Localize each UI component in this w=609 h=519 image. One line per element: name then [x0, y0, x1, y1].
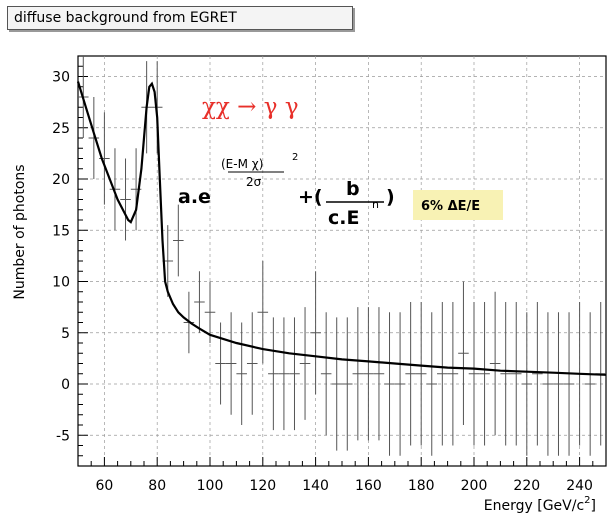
data-point [342, 317, 353, 451]
data-point [88, 97, 100, 179]
data-point [109, 148, 121, 231]
y-tick-labels: -5 0 5 10 15 20 25 30 [52, 70, 70, 445]
formula-prefix: a.e [178, 186, 211, 208]
x-tick-label: 180 [408, 478, 435, 494]
data-point [426, 312, 438, 456]
data-point [310, 271, 321, 395]
data-point [542, 312, 554, 456]
data-point [373, 307, 385, 441]
x-axis-label-main: Energy [GeV/c [484, 498, 584, 514]
formula-exponent-power: 2 [292, 152, 298, 163]
data-points [78, 56, 606, 456]
data-point [194, 271, 205, 333]
data-point [468, 302, 480, 446]
formula-close: ) [386, 186, 395, 208]
data-point [447, 302, 459, 446]
y-axis-label: Number of photons [12, 164, 28, 299]
formula-b: b [346, 178, 360, 200]
data-point [331, 317, 342, 451]
data-point [500, 302, 511, 446]
resolution-box [413, 190, 503, 220]
data-point [553, 312, 564, 456]
data-point [173, 204, 184, 277]
data-point [299, 307, 311, 420]
data-point [225, 312, 237, 415]
data-point [204, 281, 216, 343]
data-point [289, 317, 300, 431]
data-point [584, 312, 596, 456]
data-point [479, 302, 490, 446]
y-tick-label: 0 [61, 377, 70, 393]
y-tick-label: 25 [52, 121, 70, 137]
formula-denominator: 2σ [246, 175, 262, 189]
y-tick-label: 20 [52, 172, 70, 188]
data-point [521, 312, 533, 456]
data-point [246, 312, 258, 415]
reaction-annotation: χχ → γ γ [202, 94, 299, 120]
x-tick-label: 80 [148, 478, 166, 494]
data-point [405, 302, 416, 446]
data-point [532, 302, 543, 446]
y-tick-label: 30 [52, 70, 70, 86]
y-tick-label: 10 [52, 275, 70, 291]
data-point [268, 317, 279, 431]
x-tick-label: 120 [249, 478, 276, 494]
y-tick-label: 5 [61, 326, 70, 342]
data-point [563, 312, 575, 456]
data-point [352, 307, 364, 441]
data-point [510, 302, 522, 446]
x-tick-label: 140 [302, 478, 329, 494]
data-point [278, 317, 290, 431]
formula-cE: c.E [328, 207, 359, 229]
x-tick-label: 100 [197, 478, 224, 494]
data-point [320, 312, 332, 436]
data-point [363, 307, 374, 441]
x-tick-label: 200 [461, 478, 488, 494]
ticks [77, 55, 607, 467]
formula-plus: +( [298, 186, 323, 208]
data-point [120, 158, 131, 241]
data-point [489, 291, 501, 436]
data-point [394, 312, 406, 456]
chart-title: diffuse background from EGRET [7, 6, 353, 30]
x-tick-label: 240 [566, 478, 593, 494]
resolution-label: 6% ΔE/E [421, 199, 480, 214]
data-point [415, 302, 427, 446]
data-point [384, 312, 395, 456]
x-tick-label: 220 [513, 478, 540, 494]
x-axis-label-suffix: ] [591, 498, 596, 514]
data-point [236, 322, 247, 425]
fit-curve [76, 81, 607, 376]
formula-exponent: (E-M χ) [221, 157, 263, 171]
data-point [215, 322, 226, 405]
formula-n: n [372, 198, 379, 211]
x-tick-label: 160 [355, 478, 382, 494]
y-tick-label: 15 [52, 223, 70, 239]
grid [78, 56, 606, 466]
x-tick-label: 60 [95, 478, 113, 494]
data-point [257, 261, 269, 364]
x-tick-labels: 60 80 100 120 140 160 180 200 220 240 [95, 478, 592, 494]
data-point [437, 302, 448, 446]
data-point [458, 281, 469, 425]
x-axis-label: Energy [GeV/c2] [484, 495, 596, 514]
y-tick-label: -5 [56, 428, 70, 444]
x-axis-label-sup: 2 [584, 495, 590, 506]
